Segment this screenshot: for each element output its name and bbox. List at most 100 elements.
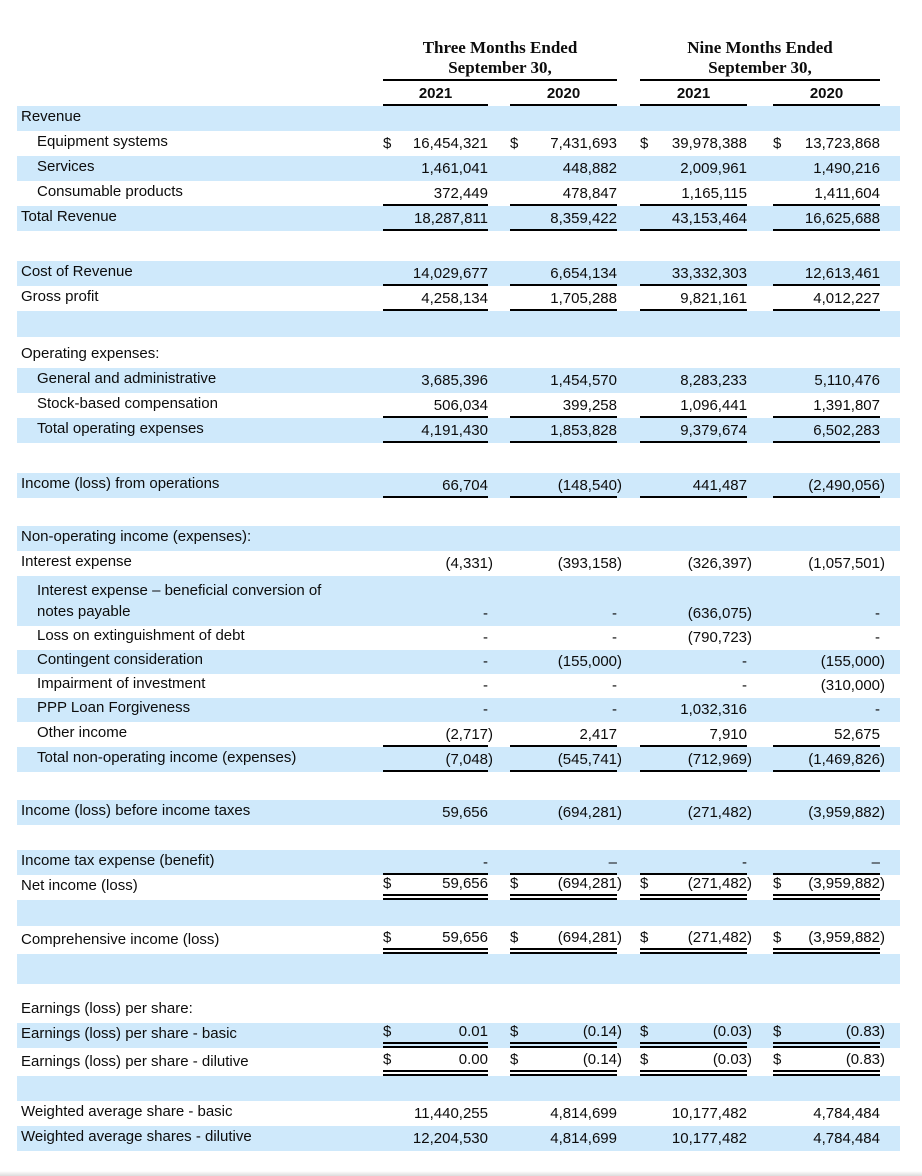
spacer-row [17, 311, 900, 337]
table-row: Stock-based compensation 506,034 399,258 1,… [17, 393, 900, 418]
value-cell [510, 257, 617, 261]
value-amount: (0.03) [712, 1051, 752, 1068]
currency-symbol: $ [773, 135, 782, 152]
value-cell [640, 547, 747, 551]
value-amount: 0.01 [458, 1023, 488, 1040]
spacer-row [17, 772, 900, 800]
value-amount: - [612, 629, 617, 646]
value-amount: (3,959,882) [808, 929, 885, 946]
value-cell: 478,847 [510, 185, 617, 206]
value-cell [383, 796, 488, 800]
value-cell: - [773, 605, 880, 626]
table-row: Cost of Revenue 14,029,677 6,654,134 33,332… [17, 261, 900, 286]
value-amount: - [742, 854, 747, 871]
value-amount: (0.14) [582, 1051, 622, 1068]
row-label: Equipment systems [37, 133, 168, 150]
value-cell [640, 922, 747, 926]
value-cell [510, 339, 617, 343]
col-group-three-months: Three Months Ended September 30, [383, 38, 617, 81]
value-cell: 4,814,699 [510, 1130, 617, 1151]
value-cell: 12,613,461 [773, 265, 880, 286]
currency-symbol: $ [640, 929, 649, 946]
value-cell: 1,461,041 [383, 160, 488, 181]
value-amount: - [612, 605, 617, 622]
spacer-row [17, 954, 900, 984]
value-cell: (155,000) [773, 653, 885, 674]
year-header: 2021 [383, 85, 488, 106]
value-cell [383, 994, 488, 998]
value-cell: 3,685,396 [383, 372, 488, 393]
row-label: Interest expense – beneficial conversion… [37, 582, 322, 620]
value-cell [383, 127, 488, 131]
value-cell: 4,814,699 [510, 1105, 617, 1126]
value-cell: $ (694,281) [510, 875, 622, 900]
value-amount: (712,969) [687, 751, 752, 768]
row-label [17, 922, 383, 926]
value-cell [510, 547, 617, 551]
value-cell [510, 1097, 617, 1101]
table-row: PPP Loan Forgiveness - - 1,032,316 - [17, 698, 900, 722]
value-amount: - [483, 629, 488, 646]
value-cell: $ (0.14) [510, 1051, 622, 1076]
value-cell: (310,000) [773, 677, 885, 698]
value-cell: - [383, 653, 488, 674]
page-bottom-edge [0, 1171, 922, 1176]
row-label: Total Revenue [21, 208, 117, 225]
value-cell [773, 846, 880, 850]
value-cell: $ (3,959,882) [773, 875, 885, 900]
currency-symbol: $ [510, 1023, 519, 1040]
table-row: Contingent consideration - (155,000) - (155,… [17, 650, 900, 674]
value-cell [383, 1097, 488, 1101]
value-amount: 441,487 [692, 477, 747, 494]
value-amount: 52,675 [834, 726, 880, 743]
spacer-row [17, 825, 900, 850]
value-amount: (694,281) [557, 804, 622, 821]
value-amount: (0.83) [845, 1051, 885, 1068]
value-cell: 10,177,482 [640, 1105, 747, 1126]
value-cell: 18,287,811 [383, 210, 488, 231]
table-row: Total Revenue 18,287,811 8,359,422 43,153,4… [17, 206, 900, 231]
value-cell: (636,075) [640, 605, 752, 626]
value-cell: $ (0.03) [640, 1023, 752, 1048]
value-amount: 8,283,233 [680, 372, 747, 389]
value-cell: 33,332,303 [640, 265, 747, 286]
value-cell: 9,821,161 [640, 290, 747, 311]
value-amount: - [875, 701, 880, 718]
value-amount: (7,048) [445, 751, 493, 768]
table-row: Revenue [17, 106, 900, 131]
value-cell: (1,469,826) [773, 751, 885, 772]
value-cell: - [510, 629, 617, 650]
row-label: Weighted average shares - dilutive [21, 1128, 252, 1145]
value-cell [510, 333, 617, 337]
currency-symbol: $ [640, 135, 649, 152]
value-cell: (393,158) [510, 555, 622, 576]
value-cell: (694,281) [510, 804, 622, 825]
value-cell: $ (0.83) [773, 1023, 885, 1048]
value-cell: 2,009,961 [640, 160, 747, 181]
spacer-row [17, 984, 900, 998]
table-row: Earnings (loss) per share - basic $0.01 $(… [17, 1023, 900, 1048]
currency-symbol: $ [640, 1023, 649, 1040]
value-cell [510, 127, 617, 131]
value-amount: 1,391,807 [813, 397, 880, 414]
value-amount: 9,379,674 [680, 422, 747, 439]
value-cell [640, 846, 747, 850]
value-cell [640, 333, 747, 337]
value-cell: (712,969) [640, 751, 752, 772]
value-cell [640, 127, 747, 131]
value-amount: (155,000) [820, 653, 885, 670]
value-cell [773, 364, 880, 368]
year-header: 2021 [640, 85, 747, 106]
table-row: Interest expense – beneficial conversion… [17, 576, 900, 626]
value-amount: 9,821,161 [680, 290, 747, 307]
table-row: Non-operating income (expenses): [17, 526, 900, 551]
row-label: Consumable products [37, 183, 183, 200]
value-cell: (155,000) [510, 653, 622, 674]
table-row: Earnings (loss) per share: [17, 998, 900, 1023]
value-cell: 2,417 [510, 726, 617, 747]
value-amount: 33,332,303 [671, 265, 747, 282]
value-amount: 506,034 [433, 397, 488, 414]
row-label: Income (loss) from operations [21, 475, 220, 492]
value-amount: (2,490,056) [808, 477, 885, 494]
value-cell: (271,482) [640, 804, 752, 825]
